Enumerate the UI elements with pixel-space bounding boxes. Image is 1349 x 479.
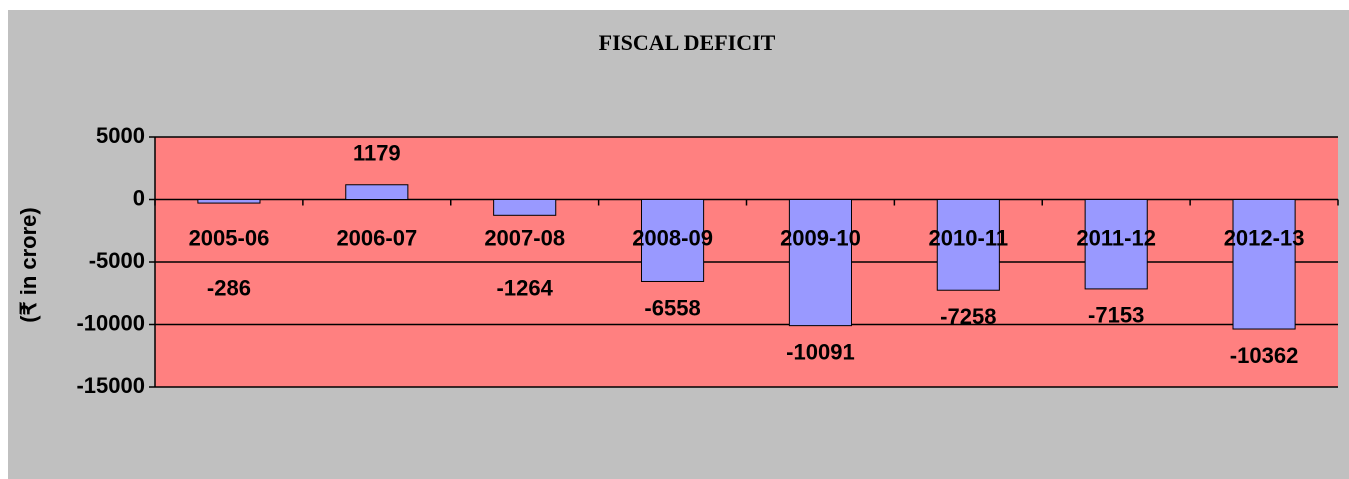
- bar: [1084, 199, 1148, 290]
- data-label: -10091: [786, 339, 855, 364]
- x-tick-label: 2007-08: [484, 225, 565, 250]
- data-label: -286: [207, 275, 251, 300]
- data-label: 1179: [353, 141, 401, 166]
- y-tick-label: -10000: [76, 310, 145, 335]
- chart-title: FISCAL DEFICIT: [599, 30, 776, 55]
- y-axis-label: (₹ in crore): [16, 207, 41, 322]
- x-tick-label: 2009-10: [780, 225, 861, 250]
- data-label: -7258: [940, 304, 996, 329]
- data-label: -6558: [644, 295, 700, 320]
- bar: [345, 184, 409, 200]
- x-tick-label: 2005-06: [189, 225, 270, 250]
- x-tick-label: 2012-13: [1224, 225, 1305, 250]
- data-label: -1264: [497, 275, 554, 300]
- data-label: -7153: [1088, 303, 1144, 328]
- bar: [936, 199, 1000, 291]
- x-tick-label: 2006-07: [336, 225, 417, 250]
- y-tick-label: -5000: [89, 248, 145, 273]
- bar: [788, 199, 852, 327]
- bar: [641, 199, 705, 282]
- bar: [1232, 199, 1296, 330]
- bar: [493, 199, 557, 216]
- x-tick-label: 2008-09: [632, 225, 713, 250]
- y-tick-label: -15000: [76, 373, 145, 398]
- bar: [197, 199, 261, 204]
- y-tick-label: 0: [133, 185, 145, 210]
- x-tick-label: 2011-12: [1076, 225, 1156, 250]
- data-label: -10362: [1230, 343, 1299, 368]
- y-tick-label: 5000: [96, 123, 145, 148]
- x-tick-label: 2010-11: [929, 225, 1009, 250]
